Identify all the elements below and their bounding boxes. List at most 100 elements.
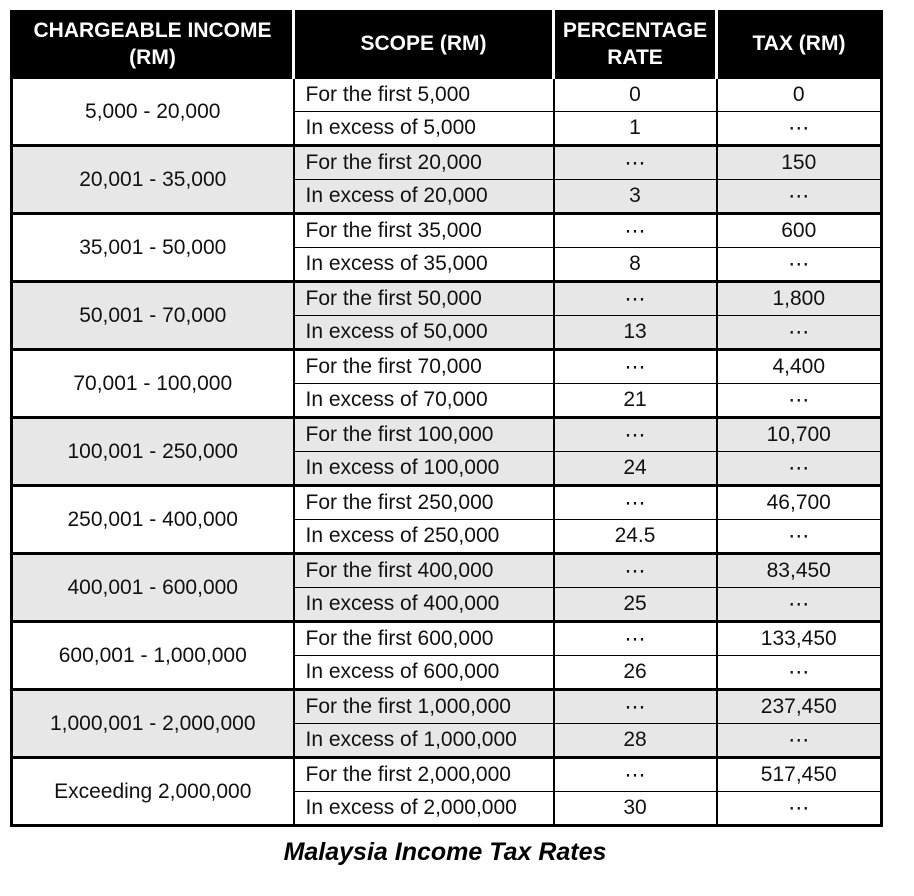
income-range-cell: 5,000 - 20,000: [11, 76, 294, 146]
table-row: 250,001 - 400,000 For the first 250,000 ⋯ 4…: [11, 484, 882, 554]
tax-cell: ⋯: [715, 723, 882, 758]
scope-cell: In excess of 35,000: [292, 247, 554, 282]
income-range-cell: 50,001 - 70,000: [11, 280, 294, 350]
income-range-cell: 600,001 - 1,000,000: [11, 620, 294, 690]
rate-cell: 13: [552, 315, 717, 350]
income-range-cell: 20,001 - 35,000: [11, 144, 294, 214]
table-row: In excess of 5,000 1 ⋯: [12, 111, 882, 146]
income-range-cell: 1,000,001 - 2,000,000: [11, 688, 294, 758]
scope-cell: For the first 100,000: [292, 416, 554, 452]
scope-cell: In excess of 400,000: [292, 587, 554, 622]
table-row: In excess of 600,000 26 ⋯: [12, 655, 882, 690]
income-range-cell: 70,001 - 100,000: [11, 348, 294, 418]
rate-cell: ⋯: [552, 416, 717, 452]
table-row: 100,001 - 250,000 For the first 100,000 ⋯ 1…: [11, 416, 882, 486]
header-scope: SCOPE (RM): [292, 11, 554, 79]
table-caption: Malaysia Income Tax Rates: [283, 838, 607, 866]
table-row: Exceeding 2,000,000 For the first 2,000,0…: [11, 756, 882, 826]
tax-cell: ⋯: [715, 519, 882, 554]
table-row: In excess of 50,000 13 ⋯: [12, 315, 882, 350]
tax-cell: 10,700: [715, 416, 882, 452]
table-row: 35,001 - 50,000 For the first 35,000 ⋯ 600: [11, 212, 882, 282]
table-row: 600,001 - 1,000,000 For the first 600,000…: [11, 620, 882, 690]
table-row: 50,001 - 70,000 For the first 50,000 ⋯ 1,80…: [11, 280, 882, 350]
table-row: 1,000,001 - 2,000,000 For the first 1,000…: [11, 688, 882, 758]
table-body: 5,000 - 20,000 For the first 5,000 0 0 In ex…: [11, 76, 882, 826]
table-row: 400,001 - 600,000 For the first 400,000 ⋯ 8…: [11, 552, 882, 622]
tax-cell: ⋯: [715, 451, 882, 486]
scope-cell: For the first 50,000: [292, 280, 554, 316]
scope-cell: In excess of 20,000: [292, 179, 554, 214]
table-row: In excess of 1,000,000 28 ⋯: [12, 723, 882, 758]
tax-cell: ⋯: [715, 655, 882, 690]
tax-cell: 150: [715, 144, 882, 180]
scope-cell: For the first 5,000: [292, 76, 554, 112]
table-row: 20,001 - 35,000 For the first 20,000 ⋯ 150: [11, 144, 882, 214]
rate-cell: 3: [552, 179, 717, 214]
scope-cell: In excess of 1,000,000: [292, 723, 554, 758]
rate-cell: 21: [552, 383, 717, 418]
header-chargeable-income: CHARGEABLE INCOME (RM): [11, 11, 294, 79]
rate-cell: 1: [552, 111, 717, 146]
income-tax-table: CHARGEABLE INCOME (RM) SCOPE (RM) PERCEN…: [10, 10, 883, 827]
table-row: In excess of 20,000 3 ⋯: [12, 179, 882, 214]
scope-cell: In excess of 250,000: [292, 519, 554, 554]
tax-cell: ⋯: [715, 247, 882, 282]
table-row: 5,000 - 20,000 For the first 5,000 0 0: [11, 76, 882, 146]
scope-cell: In excess of 70,000: [292, 383, 554, 418]
tax-cell: ⋯: [715, 179, 882, 214]
rate-cell: ⋯: [552, 144, 717, 180]
rate-cell: 24.5: [552, 519, 717, 554]
scope-cell: In excess of 100,000: [292, 451, 554, 486]
rate-cell: 26: [552, 655, 717, 690]
tax-cell: 83,450: [715, 552, 882, 588]
page: CHARGEABLE INCOME (RM) SCOPE (RM) PERCEN…: [10, 10, 883, 866]
tax-cell: 600: [715, 212, 882, 248]
scope-cell: In excess of 600,000: [292, 655, 554, 690]
scope-cell: In excess of 50,000: [292, 315, 554, 350]
header-percentage-rate: PERCENTAGE RATE: [552, 11, 717, 79]
table-row: In excess of 400,000 25 ⋯: [12, 587, 882, 622]
rate-cell: ⋯: [552, 756, 717, 792]
table-row: 70,001 - 100,000 For the first 70,000 ⋯ 4,4…: [11, 348, 882, 418]
table-row: In excess of 100,000 24 ⋯: [12, 451, 882, 486]
scope-cell: For the first 20,000: [292, 144, 554, 180]
tax-cell: ⋯: [715, 111, 882, 146]
rate-cell: ⋯: [552, 348, 717, 384]
tax-cell: 0: [715, 76, 882, 112]
income-range-cell: 100,001 - 250,000: [11, 416, 294, 486]
table-row: In excess of 35,000 8 ⋯: [12, 247, 882, 282]
rate-cell: 28: [552, 723, 717, 758]
rate-cell: 25: [552, 587, 717, 622]
tax-cell: 517,450: [715, 756, 882, 792]
scope-cell: For the first 2,000,000: [292, 756, 554, 792]
tax-cell: 1,800: [715, 280, 882, 316]
tax-cell: ⋯: [715, 315, 882, 350]
income-range-cell: 250,001 - 400,000: [11, 484, 294, 554]
scope-cell: For the first 250,000: [292, 484, 554, 520]
header-tax: TAX (RM): [715, 11, 882, 79]
rate-cell: ⋯: [552, 280, 717, 316]
income-range-cell: Exceeding 2,000,000: [11, 756, 294, 826]
rate-cell: ⋯: [552, 620, 717, 656]
scope-cell: For the first 70,000: [292, 348, 554, 384]
tax-cell: ⋯: [715, 791, 882, 826]
tax-cell: ⋯: [715, 383, 882, 418]
rate-cell: ⋯: [552, 688, 717, 724]
table-row: In excess of 2,000,000 30 ⋯: [12, 791, 882, 826]
rate-cell: 8: [552, 247, 717, 282]
income-range-cell: 35,001 - 50,000: [11, 212, 294, 282]
table-header: CHARGEABLE INCOME (RM) SCOPE (RM) PERCEN…: [11, 11, 882, 79]
scope-cell: For the first 1,000,000: [292, 688, 554, 724]
table-row: In excess of 250,000 24.5 ⋯: [12, 519, 882, 554]
income-range-cell: 400,001 - 600,000: [11, 552, 294, 622]
rate-cell: ⋯: [552, 212, 717, 248]
tax-cell: 4,400: [715, 348, 882, 384]
table-row: In excess of 70,000 21 ⋯: [12, 383, 882, 418]
rate-cell: 24: [552, 451, 717, 486]
scope-cell: For the first 400,000: [292, 552, 554, 588]
tax-cell: 46,700: [715, 484, 882, 520]
tax-cell: 133,450: [715, 620, 882, 656]
tax-cell: 237,450: [715, 688, 882, 724]
rate-cell: ⋯: [552, 484, 717, 520]
